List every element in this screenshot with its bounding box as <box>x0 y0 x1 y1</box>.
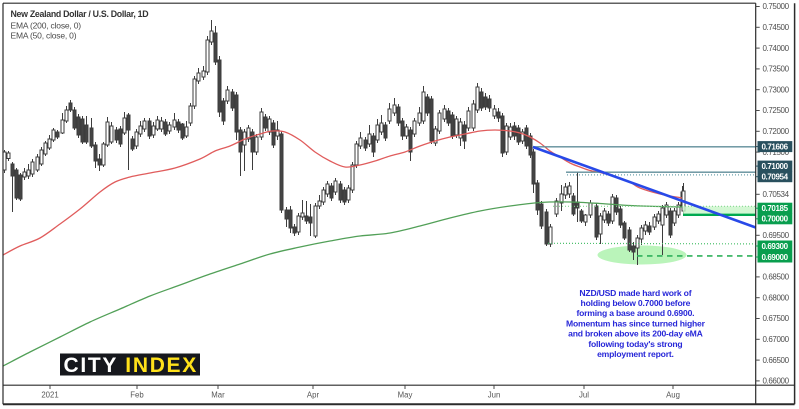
svg-text:following today's strong: following today's strong <box>588 339 682 349</box>
svg-text:CITY INDEX: CITY INDEX <box>64 354 198 377</box>
svg-text:0.71606: 0.71606 <box>762 142 789 151</box>
svg-text:0.70534: 0.70534 <box>763 190 790 199</box>
svg-text:2021: 2021 <box>41 391 58 400</box>
svg-text:May: May <box>398 391 413 400</box>
svg-text:0.70954: 0.70954 <box>762 173 789 182</box>
svg-text:0.75000: 0.75000 <box>763 2 790 11</box>
svg-text:Jul: Jul <box>579 391 589 400</box>
svg-text:0.68500: 0.68500 <box>763 273 790 282</box>
svg-text:NZD/USD made hard work of: NZD/USD made hard work of <box>579 288 691 298</box>
svg-text:0.66000: 0.66000 <box>763 377 790 386</box>
svg-text:Mar: Mar <box>211 391 225 400</box>
svg-text:EMA (50, close, 0): EMA (50, close, 0) <box>11 31 77 41</box>
svg-text:0.69500: 0.69500 <box>763 231 790 240</box>
svg-text:Momentum has since turned high: Momentum has since turned higher <box>566 318 706 328</box>
svg-text:EMA (200, close, 0): EMA (200, close, 0) <box>11 21 82 31</box>
svg-text:0.74500: 0.74500 <box>763 23 790 32</box>
svg-text:Apr: Apr <box>307 391 320 400</box>
svg-text:0.66500: 0.66500 <box>763 356 790 365</box>
svg-text:0.73500: 0.73500 <box>763 65 790 74</box>
svg-text:forming a base around 0.6900.: forming a base around 0.6900. <box>576 308 694 318</box>
svg-text:0.70185: 0.70185 <box>762 204 789 213</box>
svg-text:holding below 0.7000 before: holding below 0.7000 before <box>581 298 691 308</box>
svg-text:0.70000: 0.70000 <box>762 215 789 224</box>
svg-text:0.67000: 0.67000 <box>763 335 790 344</box>
svg-text:0.74000: 0.74000 <box>763 44 790 53</box>
svg-text:0.71000: 0.71000 <box>762 162 789 171</box>
svg-text:0.72500: 0.72500 <box>763 106 790 115</box>
svg-text:0.68000: 0.68000 <box>763 293 790 302</box>
svg-text:0.67500: 0.67500 <box>763 314 790 323</box>
svg-text:Feb: Feb <box>130 391 144 400</box>
svg-text:Aug: Aug <box>666 391 680 400</box>
svg-text:employment report.: employment report. <box>597 349 674 359</box>
svg-text:0.71500: 0.71500 <box>763 148 790 157</box>
svg-text:Jun: Jun <box>488 391 501 400</box>
svg-text:New Zealand Dollar / U.S. Doll: New Zealand Dollar / U.S. Dollar, 1D <box>11 9 149 19</box>
svg-text:0.69300: 0.69300 <box>762 242 789 251</box>
svg-text:0.72000: 0.72000 <box>763 127 790 136</box>
svg-text:0.69000: 0.69000 <box>762 253 789 262</box>
svg-text:and broken above its 200-day e: and broken above its 200-day eMA <box>568 329 703 339</box>
svg-text:0.73000: 0.73000 <box>763 85 790 94</box>
